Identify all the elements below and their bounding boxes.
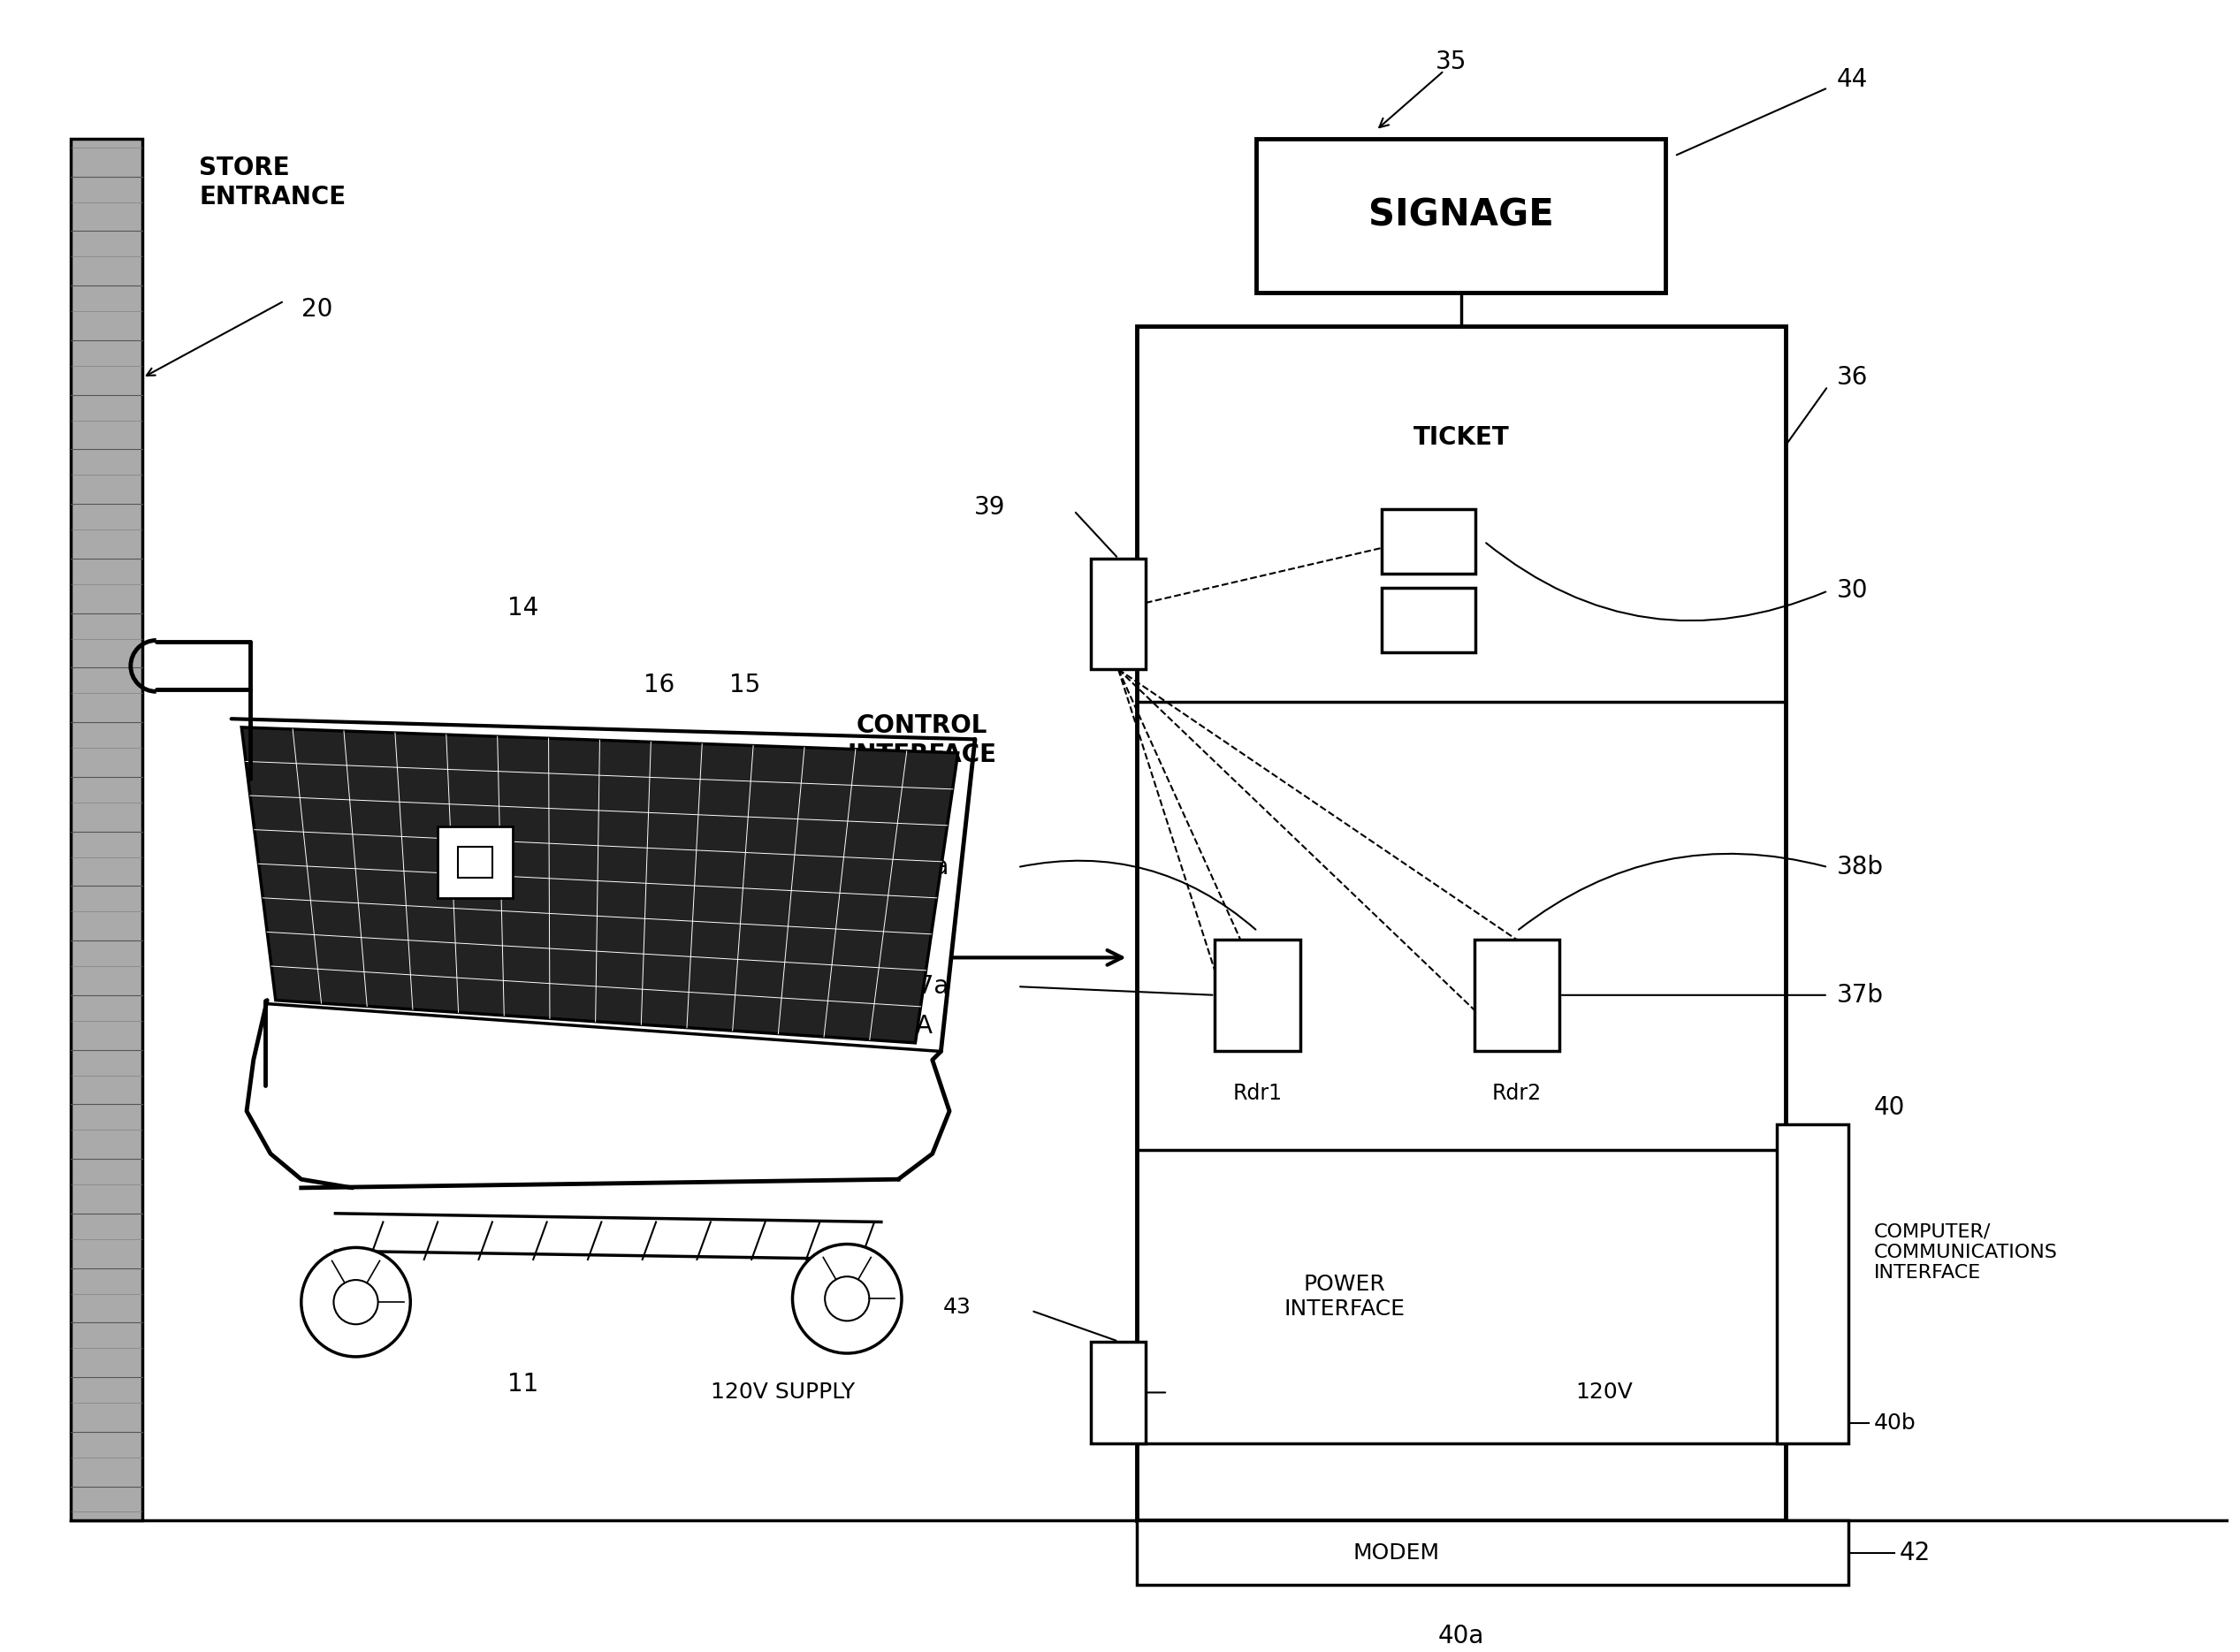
- Bar: [72, 139, 143, 1520]
- Circle shape: [300, 1247, 410, 1356]
- Circle shape: [334, 1280, 379, 1325]
- Text: Rdr2: Rdr2: [1492, 1082, 1541, 1104]
- Bar: [1138, 1520, 1848, 1586]
- Text: STORE
ENTRANCE: STORE ENTRANCE: [199, 155, 345, 210]
- Bar: [1091, 1341, 1145, 1444]
- Text: 40a: 40a: [1438, 1624, 1485, 1649]
- Text: 37a: 37a: [903, 975, 950, 999]
- Polygon shape: [242, 727, 959, 1042]
- Text: 40b: 40b: [1875, 1412, 1915, 1434]
- Circle shape: [793, 1244, 903, 1353]
- Text: 30: 30: [1837, 578, 1868, 603]
- Bar: [1776, 1125, 1848, 1444]
- Bar: [1382, 509, 1476, 573]
- Circle shape: [824, 1277, 869, 1322]
- Text: 120V SUPPLY: 120V SUPPLY: [710, 1383, 856, 1403]
- Text: 11: 11: [508, 1371, 538, 1396]
- Text: 39: 39: [974, 496, 1006, 520]
- Text: 42: 42: [1900, 1540, 1931, 1564]
- Text: A: A: [916, 1013, 932, 1037]
- Bar: [437, 826, 513, 899]
- Text: 37b: 37b: [1837, 983, 1884, 1008]
- Text: MODEM: MODEM: [1353, 1543, 1440, 1563]
- Text: 43: 43: [943, 1297, 972, 1318]
- Bar: [1382, 588, 1476, 653]
- Text: Rdr1: Rdr1: [1232, 1082, 1281, 1104]
- Text: 36: 36: [1837, 365, 1868, 390]
- Text: 38a: 38a: [903, 854, 950, 879]
- Text: 16: 16: [643, 672, 674, 697]
- Text: 38b: 38b: [1837, 854, 1884, 879]
- Text: 44: 44: [1837, 66, 1868, 91]
- Text: TICKET: TICKET: [1413, 425, 1510, 449]
- Text: 40: 40: [1875, 1095, 1906, 1120]
- Bar: [1091, 558, 1145, 669]
- Text: 15: 15: [730, 672, 759, 697]
- Text: CONTROL
INTERFACE: CONTROL INTERFACE: [847, 714, 997, 767]
- Bar: [1138, 327, 1785, 1520]
- Text: 120V: 120V: [1575, 1383, 1633, 1403]
- Text: POWER
INTERFACE: POWER INTERFACE: [1284, 1274, 1404, 1320]
- Text: COMPUTER/
COMMUNICATIONS
INTERFACE: COMPUTER/ COMMUNICATIONS INTERFACE: [1875, 1222, 2059, 1282]
- Bar: [1257, 139, 1667, 292]
- Text: 14: 14: [508, 596, 538, 620]
- Text: SIGNAGE: SIGNAGE: [1369, 197, 1555, 235]
- Text: 35: 35: [1436, 50, 1467, 74]
- Bar: [1474, 940, 1559, 1051]
- Bar: [1214, 940, 1299, 1051]
- Text: 20: 20: [300, 297, 332, 322]
- Bar: [459, 847, 493, 877]
